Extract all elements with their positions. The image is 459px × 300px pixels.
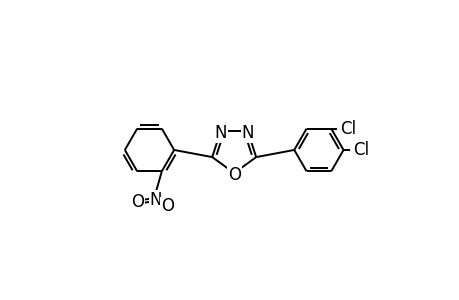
- Text: O: O: [227, 166, 240, 184]
- Text: Cl: Cl: [352, 141, 368, 159]
- Text: N: N: [214, 124, 226, 142]
- Text: O: O: [131, 193, 144, 211]
- Text: O: O: [160, 197, 174, 215]
- Text: N: N: [241, 124, 253, 142]
- Text: Cl: Cl: [340, 120, 356, 138]
- Text: N: N: [149, 191, 162, 209]
